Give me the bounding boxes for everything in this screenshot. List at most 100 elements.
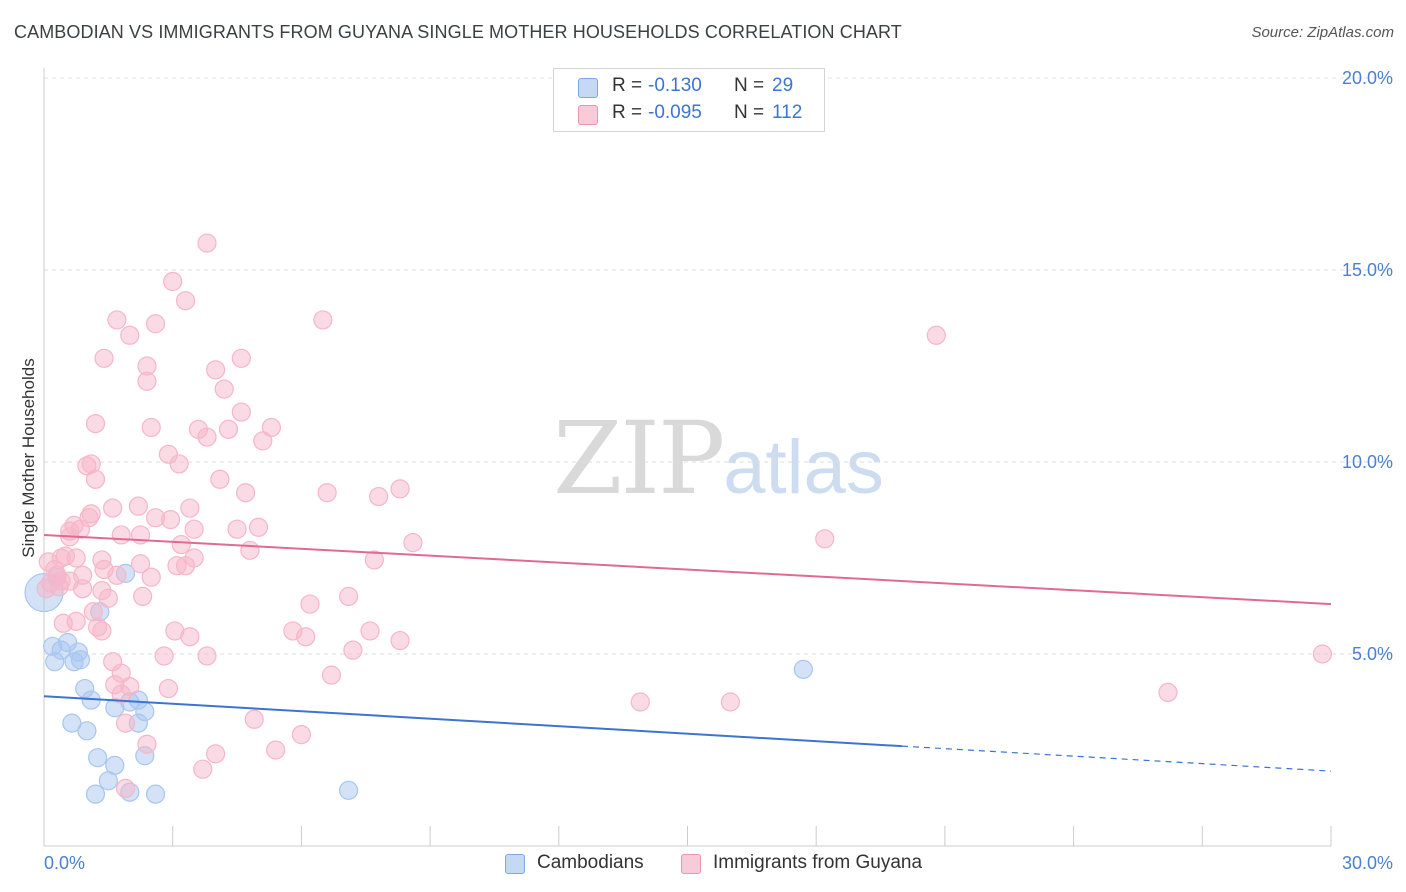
guyana-point xyxy=(175,291,196,311)
guyana-point xyxy=(180,498,200,518)
guyana-point xyxy=(94,348,114,368)
y-tick-label: 20.0% xyxy=(1342,68,1393,88)
guyana-point xyxy=(111,684,131,704)
legend-r-value: -0.130 xyxy=(648,75,702,96)
guyana-point xyxy=(231,348,251,368)
guyana-point xyxy=(317,483,337,503)
y-axis-label: Single Mother Households xyxy=(19,358,38,557)
guyana-point xyxy=(253,431,273,451)
guyana-point xyxy=(390,479,410,499)
guyana-point xyxy=(244,709,264,729)
guyana-point xyxy=(154,646,174,666)
guyana-point xyxy=(815,529,835,549)
guyana-point xyxy=(92,621,112,641)
watermark-zip: ZIP xyxy=(553,400,725,517)
guyana-point xyxy=(720,692,741,712)
guyana-point xyxy=(300,594,320,614)
guyana-point xyxy=(321,665,342,685)
cambodian-trendline-extension xyxy=(901,745,1332,772)
cambodian-point xyxy=(145,784,166,804)
guyana-point xyxy=(130,554,151,574)
guyana-point xyxy=(111,525,131,545)
guyana-point xyxy=(175,556,196,576)
guyana-point xyxy=(85,414,106,434)
guyana-point xyxy=(120,325,140,345)
guyana-point xyxy=(193,759,213,779)
y-tick-label: 10.0% xyxy=(1342,452,1393,472)
bottom-legend-label-guyana: Immigrants from Guyana xyxy=(713,852,923,873)
guyana-point xyxy=(210,469,230,489)
guyana-point xyxy=(360,621,380,641)
guyana-point xyxy=(248,517,269,537)
guyana-point xyxy=(107,310,127,330)
cambodian-point xyxy=(85,784,106,804)
guyana-point xyxy=(266,740,286,760)
guyana-point xyxy=(137,734,157,754)
legend-r-label: R = xyxy=(612,75,643,96)
watermark: ZIPatlas xyxy=(553,400,884,517)
legend-n-label: N = xyxy=(734,102,765,123)
cambodian-point xyxy=(70,650,91,670)
bottom-legend-swatch-cambodians xyxy=(505,854,525,874)
bottom-legend-swatch-guyana xyxy=(681,854,701,874)
guyana-point xyxy=(343,640,363,660)
cambodian-point xyxy=(98,771,118,791)
guyana-point xyxy=(145,314,166,334)
guyana-point xyxy=(296,627,316,647)
guyana-point xyxy=(163,271,183,292)
guyana-point xyxy=(240,540,260,560)
x-tick-label-min: 0.0% xyxy=(44,853,85,873)
guyana-point xyxy=(66,611,86,631)
cambodian-point xyxy=(62,713,82,733)
guyana-point xyxy=(128,496,148,516)
guyana-point xyxy=(169,454,189,474)
guyana-point xyxy=(133,586,153,607)
watermark-atlas: atlas xyxy=(723,425,884,510)
y-tick-label: 15.0% xyxy=(1342,260,1393,280)
guyana-point xyxy=(369,486,389,507)
guyana-point xyxy=(115,713,136,733)
guyana-point xyxy=(184,519,204,539)
guyana-point xyxy=(137,371,157,391)
guyana-point xyxy=(1312,644,1333,664)
guyana-point xyxy=(197,233,217,253)
guyana-point xyxy=(197,646,217,666)
guyana-point xyxy=(141,417,161,438)
legend-r-value: -0.095 xyxy=(648,102,702,123)
legend-n-label: N = xyxy=(734,75,765,96)
guyana-point xyxy=(364,550,384,570)
guyana-point xyxy=(66,548,86,568)
guyana-point xyxy=(206,744,226,764)
source-label: Source: ZipAtlas.com xyxy=(1251,24,1394,41)
guyana-point xyxy=(160,509,181,530)
guyana-point xyxy=(98,588,118,608)
guyana-point xyxy=(73,579,93,599)
guyana-point xyxy=(158,678,179,699)
guyana-point xyxy=(261,417,281,438)
guyana-trendline xyxy=(43,533,1332,606)
legend-swatch-guyana xyxy=(578,105,598,125)
guyana-point xyxy=(390,630,410,651)
x-tick-label-max: 30.0% xyxy=(1342,853,1393,873)
cambodian-point xyxy=(88,748,108,768)
guyana-point xyxy=(206,360,226,380)
guyana-point xyxy=(103,498,123,518)
guyana-point xyxy=(141,567,161,587)
legend-n-value: 29 xyxy=(772,75,794,96)
cambodian-trendline xyxy=(43,695,903,748)
guyana-point xyxy=(227,519,247,539)
legend-swatch-cambodians xyxy=(578,78,598,98)
bottom-legend-label-cambodians: Cambodians xyxy=(537,852,644,873)
cambodian-point xyxy=(128,690,148,710)
guyana-point xyxy=(313,310,333,330)
guyana-point xyxy=(218,419,239,439)
cambodian-point xyxy=(338,780,359,800)
guyana-point xyxy=(49,577,69,597)
correlation-legend: R = -0.130 N = 29 R = -0.095 N = 112 xyxy=(553,68,825,132)
guyana-point xyxy=(115,778,136,799)
chart-title: CAMBODIAN VS IMMIGRANTS FROM GUYANA SING… xyxy=(14,22,902,42)
cambodian-point xyxy=(793,659,813,679)
guyana-point xyxy=(165,621,185,641)
y-tick-label: 5.0% xyxy=(1352,644,1393,664)
guyana-point xyxy=(338,586,359,607)
